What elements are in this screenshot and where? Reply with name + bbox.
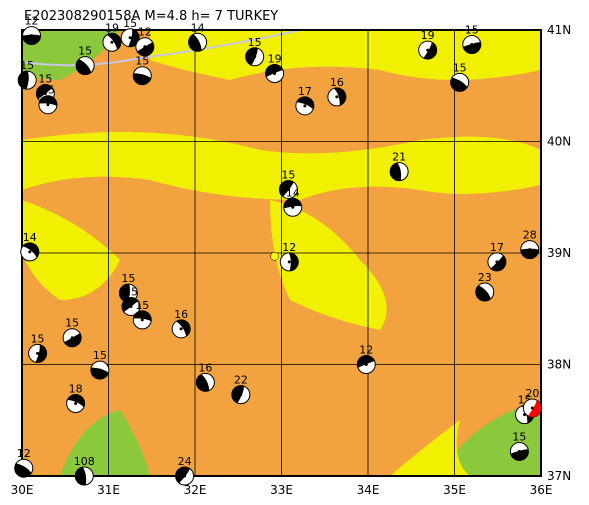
depth-label: 20 bbox=[525, 387, 539, 400]
depth-label: 15 bbox=[78, 45, 92, 58]
depth-label: 14 bbox=[286, 186, 300, 199]
focal-mechanism bbox=[28, 343, 48, 363]
focal-mechanism bbox=[265, 63, 285, 83]
depth-label: 17 bbox=[298, 85, 312, 98]
focal-mechanism bbox=[462, 34, 482, 54]
focal-mechanism bbox=[75, 56, 95, 76]
title: E202308290158A M=4.8 h= 7 TURKEY bbox=[24, 9, 278, 24]
depth-label: 19 bbox=[268, 52, 282, 65]
depth-label: 15 bbox=[124, 286, 138, 299]
focal-mechanism bbox=[279, 252, 299, 272]
depth-label: 15 bbox=[248, 36, 262, 49]
focal-mechanism bbox=[509, 441, 529, 461]
focal-mechanism bbox=[283, 197, 303, 217]
focal-mechanism bbox=[295, 96, 315, 116]
x-tick-label: 32E bbox=[184, 483, 207, 497]
focal-mechanism bbox=[121, 297, 141, 317]
focal-mechanism bbox=[90, 360, 110, 380]
depth-label: 15 bbox=[123, 17, 137, 30]
focal-mechanism bbox=[74, 466, 94, 486]
depth-label: 12 bbox=[282, 241, 296, 254]
focal-mechanism bbox=[450, 72, 470, 92]
depth-label: 12 bbox=[138, 26, 152, 39]
x-tick-label: 30E bbox=[11, 483, 34, 497]
focal-mechanism bbox=[66, 394, 86, 414]
depth-label: 15 bbox=[65, 317, 79, 330]
depth-label: 15 bbox=[20, 59, 34, 72]
depth-label: 15 bbox=[453, 61, 467, 74]
depth-label: 15 bbox=[41, 84, 55, 97]
depth-label: 12 bbox=[359, 344, 373, 357]
depth-label: 14 bbox=[23, 231, 37, 244]
x-tick-label: 35E bbox=[443, 483, 466, 497]
depth-label: 15 bbox=[465, 23, 479, 36]
depth-label: 18 bbox=[69, 383, 83, 396]
depth-label: 15 bbox=[135, 299, 149, 312]
focal-mechanism bbox=[487, 252, 507, 272]
depth-label: 16 bbox=[198, 361, 212, 374]
depth-label: 15 bbox=[31, 332, 45, 345]
focal-mechanism bbox=[14, 458, 34, 478]
depth-label: 23 bbox=[478, 271, 492, 284]
focal-mechanism bbox=[22, 26, 42, 46]
y-tick-label: 39N bbox=[547, 246, 571, 260]
depth-label: 28 bbox=[523, 229, 537, 242]
depth-label: 24 bbox=[178, 455, 192, 468]
focal-mechanism bbox=[389, 162, 409, 182]
focal-mechanism bbox=[20, 242, 40, 262]
depth-label: 16 bbox=[330, 76, 344, 89]
focal-mechanism bbox=[278, 179, 298, 199]
focal-mechanism bbox=[418, 40, 438, 60]
focal-mechanism bbox=[356, 355, 376, 374]
focal-mechanism bbox=[62, 328, 82, 348]
depth-label: 15 bbox=[38, 73, 52, 86]
depth-label: 15 bbox=[281, 168, 295, 181]
depth-label: 108 bbox=[74, 455, 95, 468]
y-tick-label: 40N bbox=[547, 135, 571, 149]
depth-label: 15 bbox=[512, 430, 526, 443]
focal-mechanism bbox=[188, 32, 208, 52]
focal-mechanism bbox=[171, 319, 191, 339]
focal-mechanism bbox=[135, 37, 155, 57]
focal-mechanism bbox=[231, 385, 251, 405]
focal-mechanism bbox=[245, 47, 265, 67]
x-tick-label: 31E bbox=[97, 483, 120, 497]
depth-label: 21 bbox=[392, 151, 406, 164]
epicenter bbox=[270, 252, 279, 261]
depth-label: 15 bbox=[121, 272, 135, 285]
focal-mechanism bbox=[132, 66, 152, 86]
depth-label: 22 bbox=[234, 374, 248, 387]
y-tick-label: 38N bbox=[547, 358, 571, 372]
focal-mechanism bbox=[195, 372, 215, 392]
depth-label: 12 bbox=[25, 15, 39, 28]
depth-label: 14 bbox=[191, 21, 205, 34]
x-tick-label: 33E bbox=[270, 483, 293, 497]
focal-mechanism bbox=[327, 87, 347, 107]
depth-label: 15 bbox=[93, 349, 107, 362]
focal-mechanism bbox=[132, 310, 152, 330]
focal-mechanism bbox=[175, 466, 195, 486]
depth-label: 17 bbox=[490, 241, 504, 254]
focal-mechanism bbox=[520, 240, 540, 260]
x-tick-label: 36E bbox=[530, 483, 553, 497]
depth-label: 15 bbox=[135, 55, 149, 68]
focal-mechanism bbox=[35, 84, 55, 104]
focal-mechanism bbox=[17, 70, 37, 90]
depth-label: 19 bbox=[105, 21, 119, 34]
focal-mechanism bbox=[475, 282, 495, 302]
focal-mechanism bbox=[38, 95, 58, 115]
y-tick-label: 41N bbox=[547, 23, 571, 37]
depth-label: 19 bbox=[421, 29, 435, 42]
depth-label: 12 bbox=[17, 447, 31, 460]
focal-mechanism bbox=[102, 32, 122, 52]
y-tick-label: 37N bbox=[547, 469, 571, 483]
x-tick-label: 34E bbox=[357, 483, 380, 497]
depth-label: 16 bbox=[174, 308, 188, 321]
focal-mechanism bbox=[522, 398, 542, 418]
